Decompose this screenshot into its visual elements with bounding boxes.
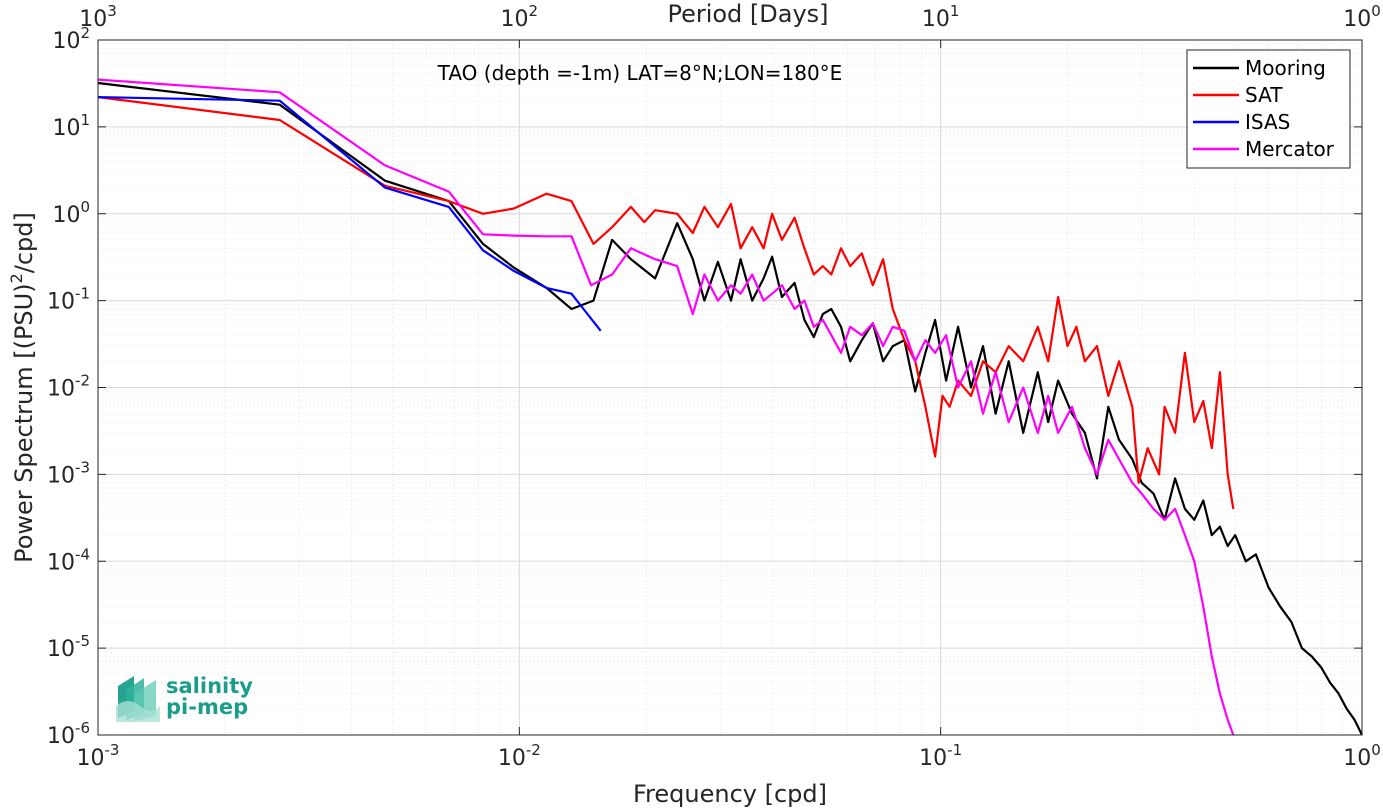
y-tick-label: 101 — [52, 111, 90, 141]
y-tick-label-base: 10 — [47, 637, 75, 662]
y-tick-label-exp: -6 — [75, 719, 90, 737]
y-tick-label-base: 10 — [47, 290, 75, 315]
x-tick-label-exp: 0 — [1371, 741, 1381, 759]
y-tick-label-exp: -5 — [75, 632, 90, 650]
series-line-mooring — [97, 81, 1363, 736]
y-axis-label-main: Power Spectrum [(PSU) — [10, 283, 38, 562]
top-tick-label-base: 10 — [79, 7, 107, 32]
grid — [97, 40, 1362, 736]
y-tick-label: 10-5 — [47, 632, 90, 662]
y-axis-label: Power Spectrum [(PSU)2/cpd] — [7, 212, 38, 563]
top-tick-label-exp: 1 — [950, 2, 960, 20]
x-tick-label-exp: -3 — [105, 741, 120, 759]
series-layer — [97, 78, 1363, 736]
top-tick-label-base: 10 — [922, 7, 950, 32]
top-tick-label-base: 10 — [501, 7, 529, 32]
x-tick-label-base: 10 — [498, 746, 526, 771]
logo-text-pi-mep: pi-mep — [166, 695, 248, 719]
wave-logo-icon — [116, 676, 160, 722]
y-tick-label-base: 10 — [52, 29, 80, 54]
top-tick-label-exp: 0 — [1371, 2, 1381, 20]
y-tick-label-exp: -2 — [75, 372, 90, 390]
x-tick-label: 10-1 — [919, 741, 962, 771]
logo-text-salinity: salinity — [166, 674, 253, 698]
y-tick-label-exp: 1 — [80, 111, 90, 129]
y-tick-label-base: 10 — [52, 203, 80, 228]
y-tick-label-exp: -3 — [75, 458, 90, 476]
legend-label-sat: SAT — [1245, 83, 1283, 107]
x-tick-label: 10-3 — [77, 741, 120, 771]
x-tick-label: 10-2 — [498, 741, 541, 771]
y-axis-label-tail: /cpd] — [10, 212, 38, 273]
y-tick-label-base: 10 — [47, 377, 75, 402]
y-tick-label-exp: -1 — [75, 285, 90, 303]
top-tick-label: 100 — [1343, 2, 1381, 32]
x-axis-label: Frequency [cpd] — [633, 780, 827, 808]
series-line-mercator — [97, 78, 1235, 736]
y-tick-label-exp: 0 — [80, 198, 90, 216]
y-tick-label: 10-6 — [47, 719, 90, 749]
legend-label-mercator: Mercator — [1245, 137, 1335, 161]
y-tick-label: 102 — [52, 24, 90, 54]
legend: Mooring SAT ISAS Mercator — [1186, 49, 1351, 169]
x-tick-label-base: 10 — [1343, 746, 1371, 771]
salinity-pi-mep-logo: salinity pi-mep — [116, 674, 253, 722]
x-tick-label-exp: -1 — [947, 741, 962, 759]
y-tick-label-base: 10 — [52, 116, 80, 141]
top-tick-label-base: 10 — [1343, 7, 1371, 32]
y-tick-label-exp: 2 — [80, 24, 90, 42]
y-tick-label: 100 — [52, 198, 90, 228]
y-tick-label-base: 10 — [47, 463, 75, 488]
y-tick-label-base: 10 — [47, 550, 75, 575]
top-axis-label: Period [Days] — [667, 0, 828, 28]
series-line-sat — [97, 96, 1235, 510]
chart-title: TAO (depth =-1m) LAT=8°N;LON=180°E — [437, 61, 843, 85]
x-tick-label-base: 10 — [77, 746, 105, 771]
top-tick-label-exp: 2 — [529, 2, 539, 20]
y-axis-label-sup: 2 — [7, 273, 26, 283]
y-tick-label-base: 10 — [47, 724, 75, 749]
top-tick-label-exp: 3 — [107, 2, 117, 20]
x-tick-label-exp: -2 — [526, 741, 541, 759]
top-tick-label: 102 — [501, 2, 539, 32]
y-tick-label-exp: -4 — [75, 545, 90, 563]
x-tick-label: 100 — [1343, 741, 1381, 771]
legend-label-isas: ISAS — [1245, 110, 1290, 134]
y-tick-label: 10-4 — [47, 545, 90, 575]
y-tick-label: 10-3 — [47, 458, 90, 488]
top-tick-label: 103 — [79, 2, 117, 32]
tick-marks — [97, 39, 1363, 736]
y-tick-label: 10-2 — [47, 372, 90, 402]
legend-label-mooring: Mooring — [1245, 56, 1326, 80]
x-tick-label-base: 10 — [919, 746, 947, 771]
series-line-isas — [97, 96, 602, 332]
top-tick-label: 101 — [922, 2, 960, 32]
y-tick-label: 10-1 — [47, 285, 90, 315]
